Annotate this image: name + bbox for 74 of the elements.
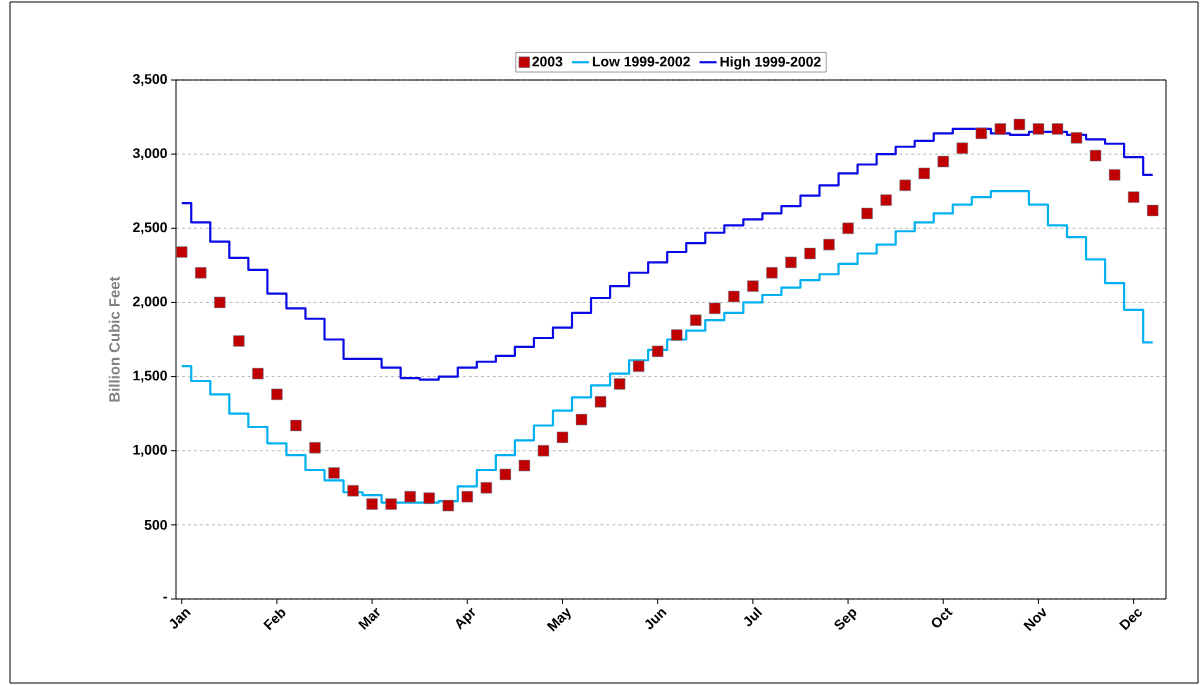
point <box>385 498 397 510</box>
point <box>537 445 550 457</box>
point <box>461 490 473 503</box>
point <box>328 467 340 479</box>
x-tick-label: Oct <box>931 607 953 628</box>
point <box>632 360 645 372</box>
x-tick-label: Jan <box>169 609 191 629</box>
point <box>861 207 873 220</box>
point <box>442 499 454 512</box>
y-tick-label: 1,500 <box>133 370 167 383</box>
y-tick-label: 2,000 <box>133 296 167 309</box>
y-axis-title: Billion Cubic Feet <box>108 276 120 402</box>
point <box>823 238 835 251</box>
legend-label: High 1999-2002 <box>720 56 821 70</box>
point <box>651 345 664 358</box>
point <box>1032 123 1045 135</box>
legend-label: Low 1999-2002 <box>592 56 690 67</box>
point <box>233 335 245 347</box>
point <box>728 290 740 303</box>
y-tick-label: - <box>163 596 167 599</box>
point <box>709 302 721 315</box>
x-tick-label: Jun <box>645 609 667 630</box>
point <box>956 142 968 154</box>
point <box>271 388 283 401</box>
x-tick-label: Sep <box>834 609 857 630</box>
point <box>975 127 988 140</box>
point <box>480 482 493 494</box>
point <box>766 267 778 279</box>
point <box>690 314 702 326</box>
point <box>918 167 930 180</box>
point <box>1051 123 1064 135</box>
point <box>1013 118 1026 131</box>
point <box>347 485 359 497</box>
point <box>1070 132 1083 144</box>
point <box>994 123 1007 135</box>
x-tick-label: Apr <box>455 607 476 630</box>
point <box>1146 204 1159 217</box>
point <box>499 468 512 481</box>
y-tick-label: 1,000 <box>133 444 167 457</box>
x-tick-label: Jul <box>743 606 763 627</box>
point <box>290 419 302 432</box>
x-tick-label: Feb <box>263 609 286 631</box>
point <box>1127 191 1140 203</box>
y-tick-label: 500 <box>144 519 167 530</box>
point <box>518 459 531 472</box>
point <box>1108 169 1121 181</box>
point <box>252 367 264 380</box>
point <box>594 396 607 408</box>
point <box>1089 149 1102 162</box>
point <box>309 442 321 454</box>
point <box>214 296 226 309</box>
legend-label: 2003 <box>532 56 563 67</box>
x-tick-label: Nov <box>1023 607 1047 631</box>
point <box>404 490 416 503</box>
point <box>613 378 626 390</box>
y-tick-label: 2,500 <box>133 222 167 235</box>
point <box>880 194 892 206</box>
point <box>556 431 569 444</box>
point <box>671 329 683 341</box>
point <box>899 179 911 191</box>
x-tick-label: Mar <box>358 607 380 630</box>
point <box>366 498 378 510</box>
point <box>176 246 188 258</box>
point <box>937 155 949 168</box>
point <box>575 413 588 426</box>
point <box>842 222 854 234</box>
y-tick-label: 3,000 <box>132 148 167 161</box>
point <box>195 267 207 279</box>
point <box>423 492 435 504</box>
point <box>785 256 797 269</box>
point <box>747 280 759 292</box>
point <box>804 247 816 260</box>
x-tick-label: Dec <box>1119 609 1142 631</box>
y-tick-label: 3,500 <box>132 74 167 86</box>
